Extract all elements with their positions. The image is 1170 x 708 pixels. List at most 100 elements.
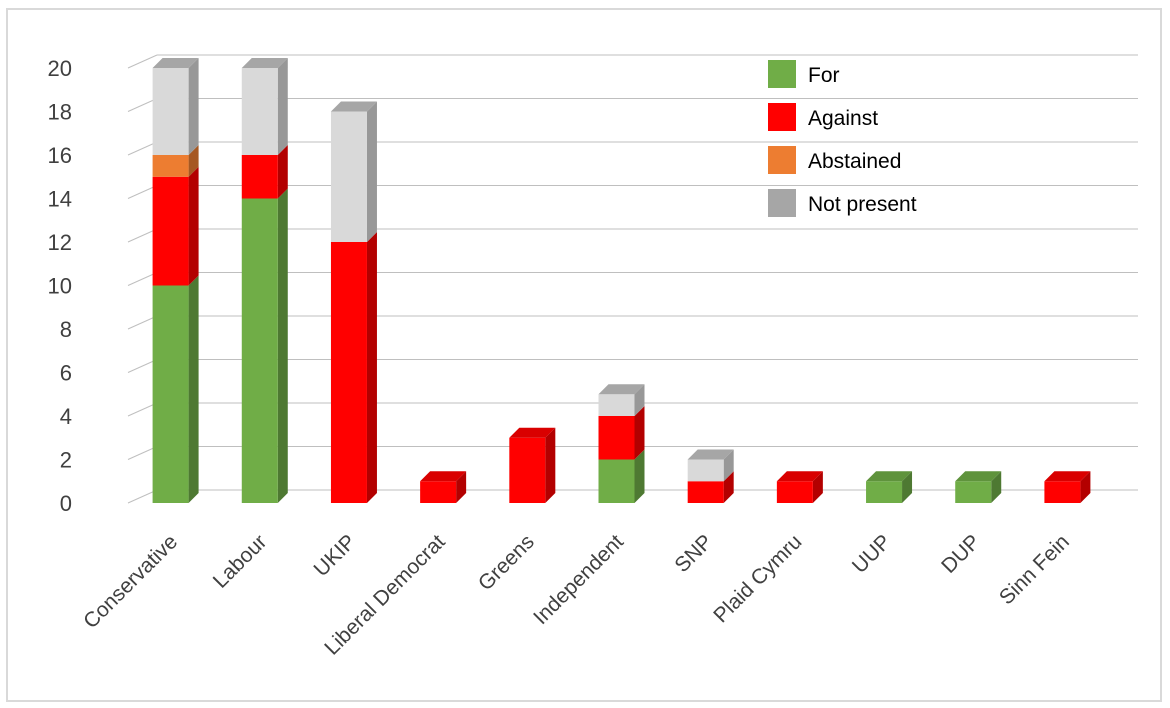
gridlines (127, 54, 1138, 504)
bar-segment-side (277, 58, 288, 155)
legend-item: Against (768, 103, 878, 131)
legend-label: Abstained (808, 150, 901, 173)
bar-segment (598, 416, 635, 460)
bar-segment (955, 481, 992, 503)
bar-segment-side (812, 471, 823, 503)
legend-label: Against (808, 107, 878, 130)
gridline-diagonal (127, 141, 158, 156)
legend-swatch (768, 189, 796, 217)
gridline-diagonal (127, 446, 158, 460)
bar-segment-side (456, 471, 467, 503)
bar-segment-top (687, 449, 734, 460)
chart-frame (6, 8, 1162, 702)
bar-segment-top (420, 471, 467, 482)
bar-stack (241, 58, 288, 503)
bar-segment-side (634, 406, 645, 460)
legend: For Against Abstained Not present (768, 60, 917, 217)
bar-segment (509, 437, 546, 503)
gridline-diagonal (127, 54, 158, 69)
gridline-diagonal (127, 315, 158, 330)
y-tick-label: 4 (60, 404, 72, 429)
bar-segment-top (509, 427, 556, 438)
gridline-diagonal (127, 272, 158, 286)
y-tick-label: 2 (60, 448, 72, 473)
x-category-label: Sinn Fein (995, 530, 1074, 609)
x-category-label: SNP (670, 530, 717, 577)
bar-segment-side (277, 145, 288, 199)
bar-segment-top (776, 471, 823, 482)
gridline-diagonal (127, 98, 158, 112)
x-category-label: Greens (474, 530, 539, 595)
bar-segment (241, 155, 278, 199)
bar-segment-top (866, 471, 913, 482)
bar-segment-side (723, 449, 734, 482)
bar-segment-side (188, 166, 199, 286)
bar-stack (330, 101, 377, 503)
legend-swatch (768, 146, 796, 174)
legend-label: For (808, 64, 840, 87)
bar-segment-side (634, 384, 645, 416)
bar-segment (330, 111, 367, 242)
bar-segment-top (330, 101, 377, 112)
gridline-diagonal (127, 185, 158, 199)
bar-stack (1044, 471, 1091, 503)
legend-swatch (768, 103, 796, 131)
bar-segment (687, 481, 724, 503)
bar-segment (687, 459, 724, 482)
bar-segment (1044, 481, 1081, 503)
bar-segment (598, 394, 635, 416)
x-category-label: Plaid Cymru (709, 530, 806, 627)
y-tick-label: 12 (48, 230, 72, 255)
bar-stack (152, 58, 199, 503)
bar-stack (598, 384, 645, 503)
bar-segment-side (1080, 471, 1091, 503)
x-category-label: Labour (209, 530, 272, 593)
gridline-diagonal (127, 359, 158, 373)
y-axis-ticks: 0 2 4 6 8 10 12 14 16 18 20 (48, 56, 72, 516)
bar-segment-side (723, 471, 734, 503)
bar-segment (152, 285, 189, 503)
bar-segment (241, 68, 278, 155)
bar-segment (330, 242, 367, 503)
bar-segment (866, 481, 903, 503)
x-category-label: DUP (937, 530, 985, 578)
gridline-diagonal (127, 402, 158, 417)
bar-segment (420, 481, 457, 503)
bar-stack (420, 471, 467, 503)
bar-stack (687, 449, 734, 503)
y-tick-label: 8 (60, 317, 72, 342)
y-tick-label: 18 (48, 100, 72, 125)
bar-segment-side (366, 101, 377, 242)
bar-segment (776, 481, 813, 503)
y-tick-label: 20 (48, 56, 72, 81)
x-category-label: Conservative (79, 530, 182, 633)
bar-segment-side (366, 232, 377, 503)
bar-segment-top (955, 471, 1002, 482)
y-tick-label: 16 (48, 143, 72, 168)
x-category-label: UUP (848, 530, 896, 578)
bar-segment-side (545, 427, 556, 503)
bar-stack (776, 471, 823, 503)
bar-segment-side (991, 471, 1002, 503)
y-tick-label: 14 (48, 187, 72, 212)
bar-segment-side (188, 145, 199, 177)
bar-segment (152, 155, 189, 177)
x-category-label: Independent (529, 530, 628, 629)
bar-stack (955, 471, 1002, 503)
legend-item: Not present (768, 189, 917, 217)
gridline-diagonal (127, 489, 158, 504)
legend-label: Not present (808, 193, 917, 216)
legend-item: Abstained (768, 146, 901, 174)
bar-segment (152, 176, 189, 286)
bars (152, 58, 1091, 503)
bar-segment-top (152, 58, 199, 68)
gridline-diagonal (127, 228, 158, 243)
bar-segment-top (241, 58, 288, 68)
bar-segment-side (188, 58, 199, 155)
y-tick-label: 10 (48, 274, 72, 299)
bar-segment-top (1044, 471, 1091, 482)
bar-segment-side (902, 471, 913, 503)
bar-segment-side (634, 449, 645, 503)
bar-segment (152, 68, 189, 155)
